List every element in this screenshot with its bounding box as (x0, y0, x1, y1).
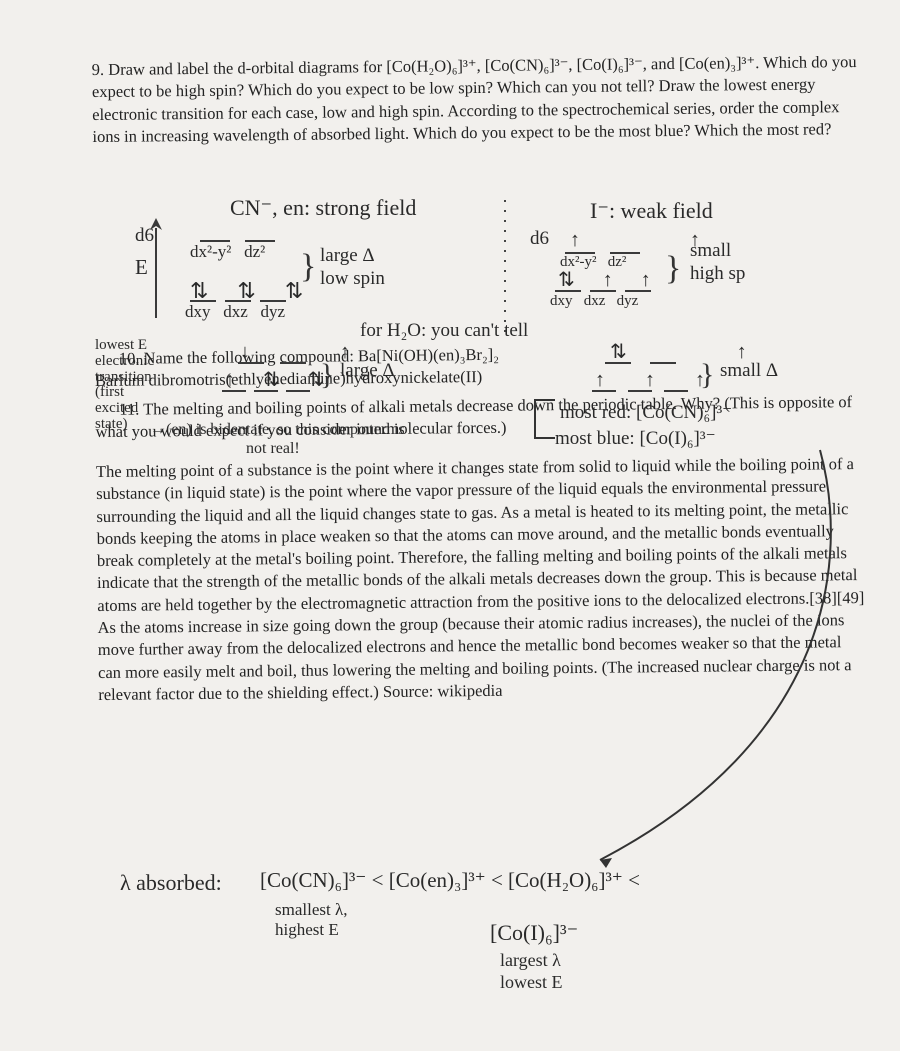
brace-large2: } (320, 358, 334, 392)
orb-ll-t2 (280, 362, 306, 364)
hw-large-delta: large Δ low spin (320, 245, 385, 291)
hw-large-delta2: large Δ (340, 360, 395, 383)
hw-alt-lb: ↑ ⇅ ⇅ (225, 368, 331, 392)
hw-en-bidentate: →(en) is bidentate, so this compound is … (150, 420, 405, 458)
orb-lr-b3 (664, 390, 688, 392)
q9-number: 9. (92, 60, 105, 79)
q9-text: Draw and label the d-orbital diagrams fo… (92, 52, 857, 146)
brace-small2: } (700, 358, 714, 392)
brace-small-delta: } (665, 250, 681, 288)
orb-ll-t1 (238, 362, 264, 364)
hw-largest: largest λ lowest E (500, 950, 563, 993)
brace-large-delta: } (300, 248, 316, 286)
orb-lr-b1 (592, 390, 616, 392)
hw-labels-br: dxy dxz dyz (550, 292, 638, 310)
hw-cn-en: CN⁻, en: strong field (230, 195, 416, 221)
hw-order1: [Co(CN)₆]³⁻ < [Co(en)₃]³⁺ < [Co(H₂O)₆]³⁺… (260, 868, 640, 893)
e-axis-line (155, 228, 157, 318)
hw-singles-rb: ⇅ ↑ ↑ (558, 268, 657, 292)
hw-lowestE: lowest E electronic transition (first ex… (95, 338, 154, 433)
hw-smallest: smallest λ, highest E (275, 900, 347, 941)
q11-body: The melting point of a substance is the … (96, 453, 869, 706)
hw-most-blue: most blue: [Co(I)₆]³⁻ (555, 428, 716, 451)
hw-lambda: λ absorbed: (120, 870, 222, 896)
orb-lr-t2 (650, 362, 676, 364)
hw-alt-rb: ↑ ↑ ↑ (595, 368, 715, 392)
orb-lr-t1 (605, 362, 631, 364)
orb-lr-b2 (628, 390, 652, 392)
hw-labels-bl: dxy dxz dyz (185, 302, 285, 322)
hw-labels-tl: dx²-y² dz² (190, 242, 265, 262)
question-9: 9. Draw and label the d-orbital diagrams… (92, 51, 863, 148)
orb-ll-b1 (222, 390, 246, 392)
hw-small-delta: small high sp (690, 240, 745, 286)
hw-d6-left: d6 (135, 225, 154, 248)
hw-small-delta2: small Δ (720, 360, 778, 383)
hw-E: E (135, 255, 148, 280)
hw-coI: [Co(I)₆]³⁻ (490, 920, 578, 946)
hw-most-red: most red: [Co(CN)₆]³⁻ (560, 402, 732, 425)
hw-d6-right: d6 (530, 228, 549, 251)
orb-ll-b2 (254, 390, 278, 392)
hw-for-h2o: for H₂O: you can't tell (360, 320, 528, 343)
hw-i-weak: I⁻: weak field (590, 198, 713, 224)
orb-ll-b3 (286, 390, 310, 392)
